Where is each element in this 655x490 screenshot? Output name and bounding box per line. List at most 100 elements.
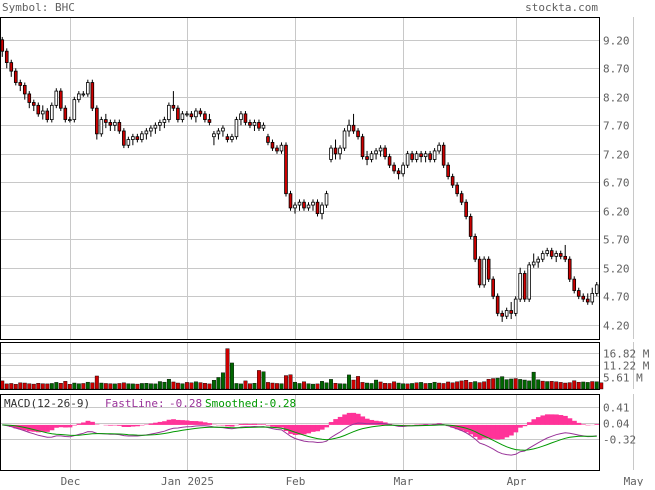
candle-body xyxy=(523,273,526,299)
macd-fast-label: FastLine: xyxy=(105,397,165,410)
volume-bar xyxy=(545,382,549,389)
macd-histogram-bar xyxy=(117,425,122,426)
candle-body xyxy=(514,299,517,313)
macd-histogram-bar xyxy=(567,418,572,425)
candle-body xyxy=(393,165,396,171)
candle-body xyxy=(501,313,504,316)
macd-histogram-bar xyxy=(536,417,541,425)
candle xyxy=(474,234,477,262)
volume-bar xyxy=(554,382,558,389)
site-label[interactable]: stockta.com xyxy=(525,1,598,14)
volume-bar xyxy=(55,382,59,389)
volume-bar xyxy=(356,376,360,389)
candle xyxy=(14,68,17,85)
volume-bar xyxy=(194,382,198,389)
macd-histogram-bar xyxy=(315,425,320,431)
volume-bar xyxy=(41,384,45,389)
candle-body xyxy=(226,137,229,140)
macd-histogram-bar xyxy=(554,414,559,424)
candle-body xyxy=(541,254,544,260)
macd-histogram-bar xyxy=(153,423,158,425)
volume-bar xyxy=(5,384,9,389)
macd-histogram-bar xyxy=(86,421,91,425)
volume-bar xyxy=(154,384,158,389)
volume-bar xyxy=(158,382,162,389)
candle-body xyxy=(19,83,22,86)
macd-histogram-bar xyxy=(522,425,527,426)
macd-histogram-bar xyxy=(549,414,554,425)
macd-histogram-bar xyxy=(45,425,50,432)
volume-bar xyxy=(302,382,306,389)
volume-bar xyxy=(338,384,342,389)
volume-bar xyxy=(401,384,405,389)
macd-histogram-bar xyxy=(531,419,536,425)
volume-bar xyxy=(509,379,513,389)
candle-body xyxy=(127,140,130,146)
macd-histogram-bar xyxy=(518,425,523,428)
volume-bar xyxy=(73,383,77,389)
candle-body xyxy=(145,131,148,134)
volume-bar xyxy=(217,377,221,389)
candle-body xyxy=(532,262,535,265)
candle-body xyxy=(258,122,261,128)
macd-histogram-bar xyxy=(122,425,127,427)
volume-bar xyxy=(455,382,459,389)
candle-body xyxy=(537,259,540,262)
volume-bar xyxy=(451,383,455,389)
candle-body xyxy=(163,120,166,123)
candle-body xyxy=(186,114,189,115)
candle xyxy=(59,88,62,111)
candle-body xyxy=(208,120,211,123)
volume-bar xyxy=(568,383,572,389)
candle xyxy=(487,256,490,282)
candle-body xyxy=(339,148,342,154)
volume-bar xyxy=(145,383,149,389)
volume-bar xyxy=(86,382,90,389)
candle xyxy=(177,105,180,122)
candle xyxy=(122,128,125,148)
candle-body xyxy=(167,105,170,119)
volume-bar xyxy=(82,383,86,389)
macd-histogram-bar xyxy=(189,421,194,425)
candle xyxy=(469,214,472,240)
month-tick-label: Jan 2025 xyxy=(161,475,214,486)
volume-bar xyxy=(284,376,288,389)
price-tick-label: 4.70 xyxy=(603,291,630,304)
volume-bar xyxy=(46,384,50,389)
candle-body xyxy=(177,108,180,119)
macd-histogram-bar xyxy=(351,413,356,425)
candle-body xyxy=(68,120,71,121)
candle-body xyxy=(113,122,116,125)
macd-histogram-bar xyxy=(486,425,491,439)
candle xyxy=(330,145,333,162)
candle-body xyxy=(348,125,351,131)
macd-histogram-bar xyxy=(500,425,505,439)
candle xyxy=(285,142,288,196)
volume-bar xyxy=(536,380,540,389)
volume-bar xyxy=(491,379,495,389)
volume-bar xyxy=(307,384,311,389)
volume-bar xyxy=(50,383,54,389)
macd-smoothed-value: -0.28 xyxy=(263,397,296,410)
candle-body xyxy=(487,259,490,279)
candle-body xyxy=(550,251,553,257)
volume-bar xyxy=(424,383,428,389)
macd-tick-label: 0.04 xyxy=(603,418,630,431)
candle-body xyxy=(316,202,319,213)
candle-body xyxy=(149,128,152,131)
volume-bar xyxy=(347,375,351,389)
candle xyxy=(465,199,468,219)
month-tick-label: Mar xyxy=(394,475,414,486)
candle-body xyxy=(325,194,328,205)
volume-bar xyxy=(415,383,419,389)
candle-body xyxy=(370,154,373,160)
macd-histogram-bar xyxy=(90,422,95,425)
candle-body xyxy=(397,171,400,174)
volume-bar xyxy=(397,383,401,389)
candle-body xyxy=(559,254,562,257)
volume-bar xyxy=(316,384,320,389)
candle xyxy=(167,102,170,122)
candle-body xyxy=(231,137,234,140)
candle-body xyxy=(465,202,468,216)
